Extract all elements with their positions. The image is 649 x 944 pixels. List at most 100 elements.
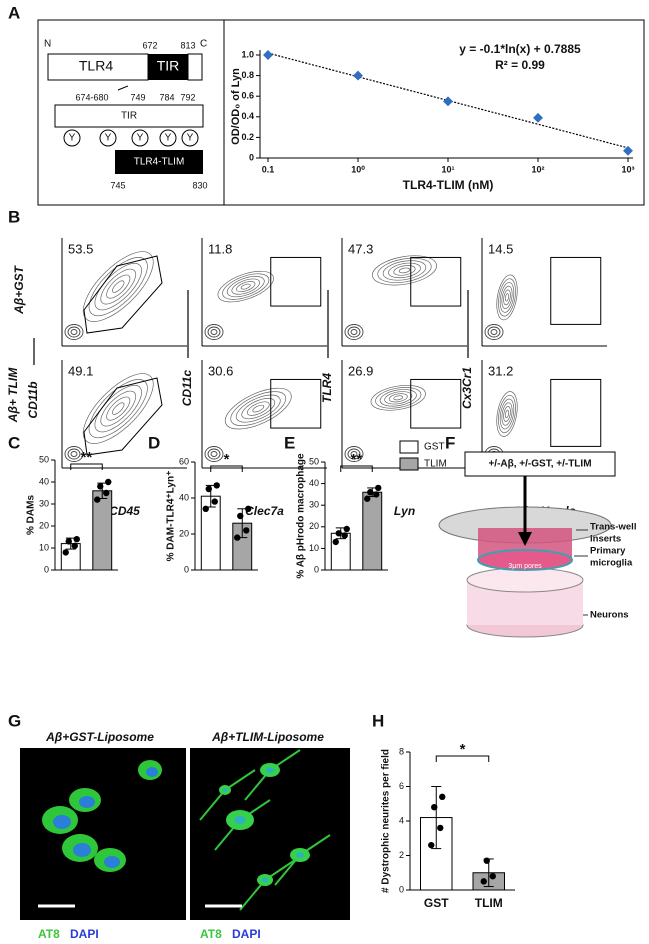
significance: * xyxy=(460,741,466,758)
dot xyxy=(97,483,104,490)
y-tick-label: 0.4 xyxy=(241,111,254,121)
dot xyxy=(245,505,252,512)
nucleus xyxy=(266,767,274,773)
dot xyxy=(202,505,209,512)
contour xyxy=(347,326,361,338)
y-tick-label: 50 xyxy=(39,454,49,464)
gate xyxy=(83,377,163,456)
y-axis-label: % DAM-TLR4⁺Lyn⁺ xyxy=(166,471,177,562)
contour xyxy=(94,262,142,311)
dot xyxy=(237,512,244,520)
y-tick-label: 4 xyxy=(399,815,404,825)
y-axis-label: TLR4 xyxy=(320,373,334,403)
contour xyxy=(82,251,154,322)
x-axis-label: CD45 xyxy=(109,504,140,518)
contour xyxy=(64,446,84,462)
contour xyxy=(350,451,358,457)
x-tick-label: 10² xyxy=(531,164,544,174)
panel-frame xyxy=(223,19,645,206)
nucleus xyxy=(146,767,158,777)
dot xyxy=(480,878,487,885)
pores-label: 3μm pores xyxy=(508,563,542,570)
nucleus xyxy=(222,788,228,792)
contour xyxy=(384,391,413,405)
dot xyxy=(103,489,110,497)
significance: ** xyxy=(351,451,363,468)
contour xyxy=(504,409,510,419)
dot xyxy=(364,495,371,502)
gate-percent: 31.2 xyxy=(488,363,513,378)
contour xyxy=(112,280,125,293)
legend-label: TLIM xyxy=(424,459,447,470)
y-tick-label: 60 xyxy=(179,456,189,466)
dot xyxy=(234,534,241,541)
y-axis-label: CD11c xyxy=(180,369,194,406)
dot xyxy=(65,538,72,545)
gate-percent: 14.5 xyxy=(488,241,513,256)
position: 792 xyxy=(180,92,195,102)
c-term: C xyxy=(200,39,207,50)
treatment: +/-Aβ, +/-GST, +/-TLIM xyxy=(488,459,591,470)
nucleus xyxy=(73,843,91,857)
dot xyxy=(367,489,374,496)
contour xyxy=(240,283,251,290)
contour xyxy=(207,326,221,338)
tir-box xyxy=(54,104,204,128)
y-axis-label: % Aβ pHrodo macrophage xyxy=(296,453,307,579)
contour xyxy=(344,446,364,462)
dot xyxy=(431,804,438,811)
label: inserts xyxy=(590,534,621,545)
stain: AT8 xyxy=(38,927,60,941)
point xyxy=(353,70,363,81)
contour xyxy=(484,324,504,340)
contour xyxy=(210,329,218,335)
dot xyxy=(343,525,350,533)
tlim-label: TLR4-TLIM xyxy=(134,157,185,168)
gate xyxy=(550,256,602,325)
contour xyxy=(82,373,154,444)
y-tick-label: 40 xyxy=(39,476,49,486)
y-tick-label: 2 xyxy=(399,850,404,860)
dot xyxy=(439,793,446,801)
row-label: Aβ+GST xyxy=(12,264,26,314)
gate-percent: 11.8 xyxy=(208,241,232,256)
dot xyxy=(71,542,78,549)
stain: DAPI xyxy=(70,927,99,941)
y-tick-label: 20 xyxy=(179,528,189,538)
dot xyxy=(211,498,218,505)
dot xyxy=(105,478,112,486)
nucleus xyxy=(104,856,120,868)
tyrosine-label: Y xyxy=(165,133,172,144)
contour xyxy=(496,391,518,437)
contour xyxy=(388,262,421,279)
nucleus xyxy=(234,816,246,824)
contour xyxy=(350,329,358,335)
contour xyxy=(382,260,427,281)
contour xyxy=(226,276,265,298)
image-title: Aβ+TLIM-Liposome xyxy=(211,730,324,744)
n-term: N xyxy=(44,39,51,50)
tyrosine xyxy=(181,129,199,147)
contour xyxy=(210,451,218,457)
legend-swatch xyxy=(399,440,419,454)
y-tick-label: 10 xyxy=(39,542,49,552)
legend-label: GST xyxy=(424,442,445,453)
significance-bracket xyxy=(70,463,103,470)
y-tick-label: 30 xyxy=(39,498,49,508)
contour xyxy=(503,406,511,422)
y-axis-label: % DAMs xyxy=(26,495,37,535)
legend-swatch xyxy=(399,457,419,471)
contour xyxy=(499,282,515,313)
dot xyxy=(73,536,80,543)
position: 674-680 xyxy=(75,92,108,102)
contour xyxy=(370,384,426,411)
bar xyxy=(362,491,383,571)
y-tick-label: 1.0 xyxy=(241,49,254,59)
gate xyxy=(550,378,602,447)
tyrosine xyxy=(63,129,81,147)
y-axis-label: OD/OD₀ of Lyn xyxy=(230,68,242,145)
dot xyxy=(341,532,348,539)
position: 813 xyxy=(180,40,195,50)
